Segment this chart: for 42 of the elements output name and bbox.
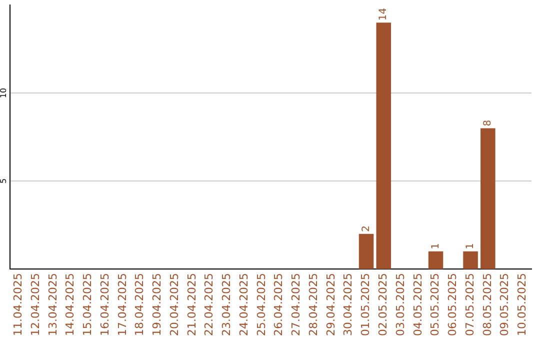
x-tick-label: 30.04.2025 (342, 273, 355, 336)
data-label: 2 (360, 225, 372, 232)
x-tick-label: 25.04.2025 (254, 273, 268, 336)
bar (376, 22, 392, 270)
x-tick-label: 04.05.2025 (411, 273, 424, 336)
y-tick-label: 5 (0, 178, 8, 184)
x-tick-label: 15.04.2025 (81, 273, 94, 336)
data-label: 8 (482, 120, 494, 126)
bar (480, 128, 496, 270)
bar (428, 251, 444, 270)
x-tick-label: 16.04.2025 (98, 273, 112, 336)
data-label: 1 (430, 243, 442, 250)
x-tick-label: 03.05.2025 (394, 273, 407, 336)
x-tick-label: 18.04.2025 (133, 273, 146, 336)
x-tick-label: 17.04.2025 (116, 273, 129, 336)
x-tick-label: 07.05.2025 (463, 273, 476, 336)
x-tick-label: 29.04.2025 (324, 273, 338, 336)
x-tick-label: 09.05.2025 (498, 273, 512, 336)
x-tick-label: 21.04.2025 (185, 273, 198, 336)
x-tick-label: 27.04.2025 (290, 273, 303, 336)
data-label: 14 (378, 8, 390, 21)
x-tick-label: 01.05.2025 (359, 273, 372, 336)
x-tick-label: 13.04.2025 (46, 273, 60, 336)
data-label: 1 (465, 243, 476, 250)
bar (358, 234, 374, 270)
x-tick-label: 10.05.2025 (516, 273, 529, 336)
x-tick-label: 23.04.2025 (220, 273, 234, 336)
x-tick-label: 02.05.2025 (376, 273, 390, 336)
x-tick-label: 28.04.2025 (306, 273, 320, 336)
x-tick-label: 05.05.2025 (428, 273, 442, 336)
x-tick-label: 24.04.2025 (237, 273, 250, 336)
x-tick-label: 22.04.2025 (202, 273, 216, 336)
x-tick-label: 19.04.2025 (150, 273, 164, 336)
x-tick-label: 12.04.2025 (28, 273, 42, 336)
x-tick-label: 26.04.2025 (272, 273, 286, 336)
x-tick-label: 14.04.2025 (64, 273, 77, 336)
bar (463, 251, 478, 270)
x-tick-label: 11.04.2025 (12, 273, 25, 336)
x-tick-label: 08.05.2025 (480, 273, 494, 336)
x-tick-label: 20.04.2025 (168, 273, 181, 336)
x-tick-label: 06.05.2025 (446, 273, 460, 336)
y-tick-label: 10 (0, 88, 8, 98)
